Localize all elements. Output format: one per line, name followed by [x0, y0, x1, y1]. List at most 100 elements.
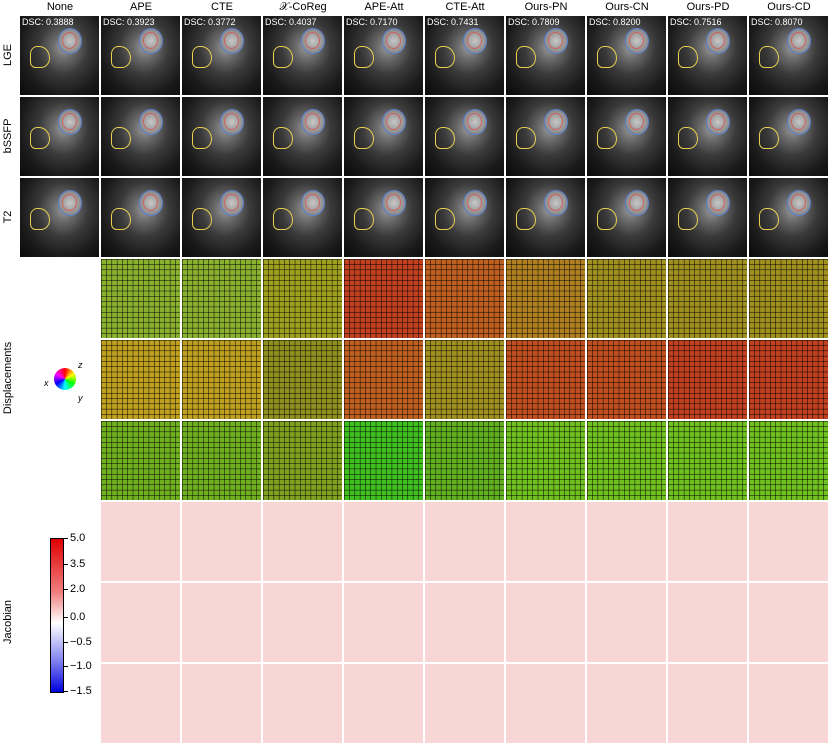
displacement-tile: [749, 259, 828, 338]
mri-tile: [344, 97, 423, 176]
jacobian-colorbar: [50, 538, 64, 693]
endocardium-contour: [224, 32, 239, 49]
mri-tile: DSC: 0.3772: [182, 16, 261, 95]
row-label-lge: LGE: [2, 43, 14, 67]
mri-tile: DSC: 0.4037: [263, 16, 342, 95]
endocardium-contour: [305, 32, 320, 49]
displacement-tile: [425, 259, 504, 338]
mri-tile: DSC: 0.8070: [749, 16, 828, 95]
displacement-tile: [344, 259, 423, 338]
colorbar-tick: [64, 538, 68, 539]
column-header-5: CTE-Att: [445, 1, 485, 13]
jacobian-tile: [587, 583, 666, 662]
displacement-tile: [587, 421, 666, 500]
jacobian-tile: [263, 664, 342, 743]
dsc-score: DSC: 0.7516: [670, 17, 722, 27]
column-header-9: Ours-CD: [767, 1, 811, 13]
jacobian-tile: [425, 502, 504, 581]
mri-tile: [182, 178, 261, 257]
liver-contour: [354, 46, 374, 68]
endocardium-contour: [143, 194, 158, 211]
mri-tile: DSC: 0.3888: [20, 16, 99, 95]
mri-tile: [587, 97, 666, 176]
displacement-tile: [425, 421, 504, 500]
row-label-t2: T2: [2, 210, 14, 224]
liver-contour: [192, 46, 212, 68]
jacobian-tile: [425, 664, 504, 743]
endocardium-contour: [143, 32, 158, 49]
endocardium-contour: [629, 194, 644, 211]
endocardium-contour: [710, 113, 725, 130]
jacobian-tile: [749, 664, 828, 743]
row-label-jacobian: Jacobian: [2, 599, 14, 645]
column-header-0: None: [46, 1, 74, 13]
colorbar-tick: [64, 642, 68, 643]
displacement-tile: [101, 340, 180, 419]
displacement-tile: [101, 259, 180, 338]
liver-contour: [516, 46, 536, 68]
endocardium-contour: [629, 113, 644, 130]
endocardium-contour: [791, 113, 806, 130]
displacement-tile: [506, 259, 585, 338]
liver-contour: [678, 208, 698, 230]
displacement-tile: [506, 340, 585, 419]
jacobian-tile: [749, 502, 828, 581]
dsc-score: DSC: 0.3888: [22, 17, 74, 27]
endocardium-contour: [548, 194, 563, 211]
endocardium-contour: [224, 113, 239, 130]
liver-contour: [435, 127, 455, 149]
colorbar-tick-label: 2.0: [70, 583, 86, 595]
jacobian-tile: [587, 664, 666, 743]
jacobian-tile: [344, 664, 423, 743]
column-header-7: Ours-CN: [605, 1, 649, 13]
colorbar-tick-label: 3.5: [70, 558, 86, 570]
displacement-tile: [344, 421, 423, 500]
displacement-tile: [668, 340, 747, 419]
mri-tile: [749, 178, 828, 257]
displacement-tile: [263, 259, 342, 338]
colorbar-tick: [64, 691, 68, 692]
jacobian-tile: [182, 502, 261, 581]
liver-contour: [516, 208, 536, 230]
displacement-tile: [101, 421, 180, 500]
endocardium-contour: [467, 194, 482, 211]
liver-contour: [759, 127, 779, 149]
endocardium-contour: [710, 32, 725, 49]
liver-contour: [273, 127, 293, 149]
row-label-bssfp: bSSFP: [2, 118, 14, 154]
axis-y-label: y: [78, 393, 83, 403]
column-header-4: APE-Att: [364, 1, 404, 13]
mri-tile: DSC: 0.7431: [425, 16, 504, 95]
liver-contour: [597, 46, 617, 68]
liver-contour: [597, 127, 617, 149]
mri-tile: [182, 97, 261, 176]
mri-tile: [425, 178, 504, 257]
endocardium-contour: [305, 113, 320, 130]
jacobian-tile: [101, 583, 180, 662]
displacement-tile: [749, 340, 828, 419]
displacement-tile: [182, 259, 261, 338]
displacement-tile: [344, 340, 423, 419]
displacement-tile: [587, 340, 666, 419]
endocardium-contour: [305, 194, 320, 211]
colorbar-tick: [64, 666, 68, 667]
colorbar-tick-label: −1.0: [70, 660, 92, 672]
axis-x-label: x: [44, 378, 49, 388]
dsc-score: DSC: 0.3923: [103, 17, 155, 27]
mri-tile: DSC: 0.3923: [101, 16, 180, 95]
column-header-2: CTE: [211, 1, 233, 13]
jacobian-tile: [263, 583, 342, 662]
displacement-tile: [182, 421, 261, 500]
liver-contour: [597, 208, 617, 230]
displacement-tile: [182, 340, 261, 419]
displacement-tile: [668, 421, 747, 500]
mri-tile: [20, 97, 99, 176]
jacobian-tile: [506, 583, 585, 662]
mri-tile: [668, 97, 747, 176]
mri-tile: [587, 178, 666, 257]
endocardium-contour: [386, 32, 401, 49]
mri-tile: [101, 178, 180, 257]
liver-contour: [759, 46, 779, 68]
endocardium-contour: [62, 194, 77, 211]
endocardium-contour: [548, 32, 563, 49]
